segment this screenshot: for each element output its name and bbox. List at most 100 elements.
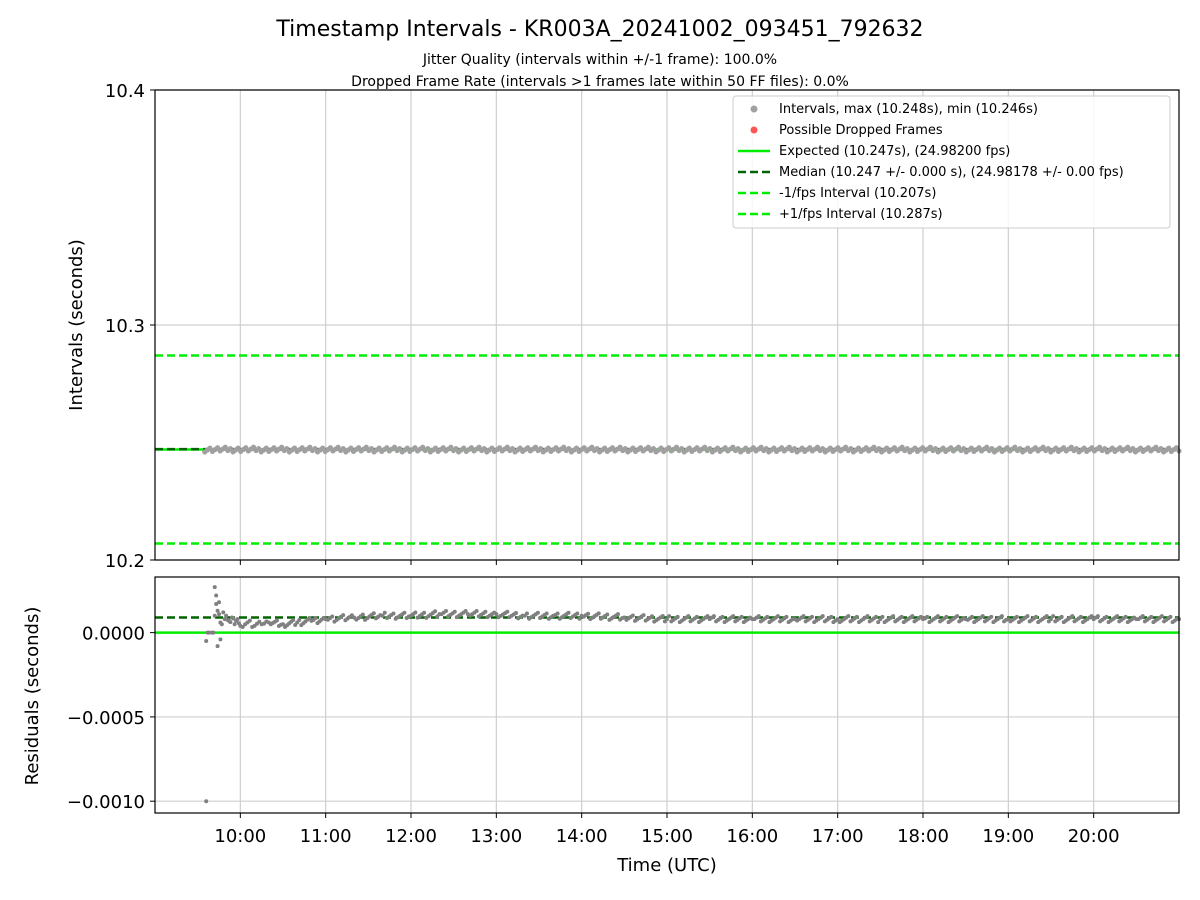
residual-point [605, 612, 610, 617]
residual-point [980, 614, 985, 619]
residual-point [667, 614, 672, 619]
residual-point [391, 611, 396, 616]
residual-point [422, 610, 427, 615]
residual-point [880, 614, 885, 619]
residual-point [555, 611, 560, 616]
residual-point [274, 618, 279, 623]
x-tick-label: 11:00 [300, 826, 352, 847]
legend-label-minus-fps: -1/fps Interval (10.207s) [779, 186, 936, 201]
legend: Intervals, max (10.248s), min (10.246s) … [732, 95, 1171, 229]
residual-point [918, 614, 923, 619]
residual-point [630, 613, 635, 618]
residual-point [1044, 614, 1049, 619]
residual-point [1051, 614, 1056, 619]
residual-point [433, 609, 438, 614]
residual-point [474, 609, 479, 614]
residual-point [566, 610, 571, 615]
residual-point [349, 613, 354, 618]
residual-point [243, 622, 248, 627]
residual-point [382, 610, 387, 615]
intervals-y-tick-label: 10.3 [105, 316, 145, 337]
residuals-plot: −0.0010 −0.0005 0.0000 10:00 11:00 12:00 13:0… [22, 576, 1181, 876]
residual-point [360, 612, 365, 617]
residual-point [452, 609, 457, 614]
residual-point [240, 625, 245, 630]
legend-label-expected: Expected (10.247s), (24.98200 fps) [779, 144, 1010, 159]
x-tick-label: 18:00 [897, 826, 949, 847]
residuals-y-axis-label: Residuals (seconds) [22, 607, 43, 786]
residual-point [505, 609, 510, 614]
residual-point [520, 613, 525, 618]
residual-point [989, 614, 994, 619]
residual-point [204, 639, 209, 644]
residuals-y-tick-label: −0.0010 [67, 792, 145, 813]
chart-title: Timestamp Intervals - KR003A_20241002_09… [275, 17, 923, 42]
legend-label-plus-fps: +1/fps Interval (10.287s) [779, 207, 943, 222]
x-tick-label: 14:00 [556, 826, 608, 847]
residual-point [219, 622, 224, 627]
residual-point [217, 612, 221, 617]
residual-point [662, 619, 667, 624]
residual-point [784, 614, 789, 619]
residual-point [435, 614, 440, 619]
residual-point [228, 620, 233, 625]
residual-point [999, 614, 1004, 619]
residual-point [790, 617, 795, 622]
chart-subtitle-jitter: Jitter Quality (intervals within +/-1 fr… [422, 52, 777, 68]
x-tick-label: 10:00 [214, 826, 266, 847]
residual-point [378, 613, 383, 618]
residual-point [961, 616, 966, 621]
residual-point [204, 799, 209, 804]
residual-point [801, 614, 806, 619]
residual-point [212, 613, 217, 618]
residual-point [321, 615, 326, 620]
residual-point [720, 614, 725, 619]
residual-point [820, 614, 825, 619]
x-tick-label: 15:00 [641, 826, 693, 847]
residual-point [215, 644, 220, 649]
residual-point [596, 611, 601, 616]
residual-point [224, 613, 229, 618]
residual-point [970, 614, 975, 619]
residual-point [341, 613, 346, 618]
residual-point [748, 615, 753, 620]
residual-point [207, 630, 212, 635]
residual-point [575, 611, 580, 616]
residual-point [925, 614, 930, 619]
residual-point [402, 610, 407, 615]
residual-point [1046, 619, 1051, 624]
residual-point [874, 614, 879, 619]
residual-point [257, 619, 262, 624]
legend-marker-dropped-frames [750, 126, 758, 134]
residual-point [1149, 614, 1154, 619]
legend-label-dropped-frames: Possible Dropped Frames [779, 123, 943, 138]
residual-point [620, 616, 625, 621]
residual-point [1059, 614, 1064, 619]
residual-point [955, 614, 960, 619]
residual-point [214, 593, 219, 598]
residual-point [1078, 614, 1083, 619]
residual-point [211, 630, 216, 635]
x-tick-label: 13:00 [470, 826, 522, 847]
residual-point [278, 622, 283, 627]
residual-point [711, 614, 716, 619]
residual-point [247, 618, 252, 623]
residual-point [297, 617, 302, 622]
intervals-plot: 10.2 10.3 10.4 Intervals (seconds) Interva… [66, 81, 1182, 572]
residual-point [876, 620, 881, 625]
intervals-y-ticks: 10.2 10.3 10.4 [105, 81, 155, 572]
legend-box [732, 95, 1171, 229]
residual-point [234, 618, 239, 623]
x-tick-label: 12:00 [385, 826, 437, 847]
residual-point [810, 614, 815, 619]
residual-point [1174, 617, 1179, 622]
residual-point [1034, 614, 1039, 619]
intervals-x-ticks [239, 560, 1095, 565]
residual-point [1168, 614, 1173, 619]
residual-point [833, 618, 838, 623]
legend-label-intervals: Intervals, max (10.248s), min (10.246s) [779, 102, 1038, 117]
residual-point [413, 610, 418, 615]
residual-point [218, 637, 223, 642]
residual-point [524, 611, 529, 616]
residual-point [307, 616, 312, 621]
